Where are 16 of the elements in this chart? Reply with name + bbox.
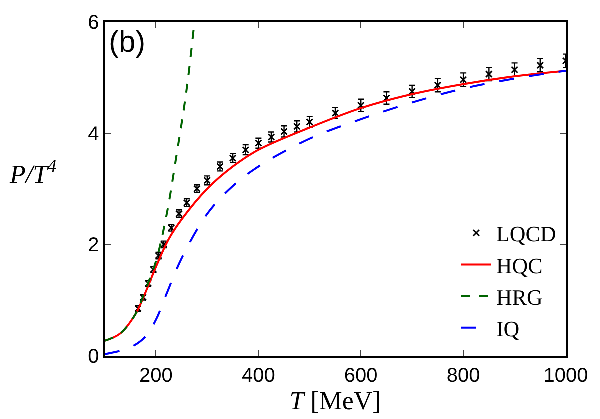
legend-label: LQCD — [496, 222, 556, 247]
x-tick-label: 600 — [344, 364, 378, 387]
x-tick-label: 800 — [446, 364, 480, 387]
legend-label: IQ — [496, 316, 520, 342]
x-tick-label: 1000 — [544, 364, 588, 387]
legend-label: HQC — [496, 253, 543, 278]
legend-label: HRG — [496, 284, 543, 310]
x-tick-label: 200 — [140, 364, 173, 387]
x-axis-title: T [MeV] — [290, 386, 382, 416]
y-tick-label: 4 — [88, 123, 100, 146]
y-axis-title: P/T$^{4}$ — [9, 156, 57, 189]
x-tick-label: 400 — [242, 364, 276, 387]
annotation: (b) — [109, 26, 146, 59]
y-tick-label: 6 — [88, 12, 100, 34]
y-tick-label: 0 — [88, 346, 100, 368]
y-tick-label: 2 — [88, 234, 100, 257]
